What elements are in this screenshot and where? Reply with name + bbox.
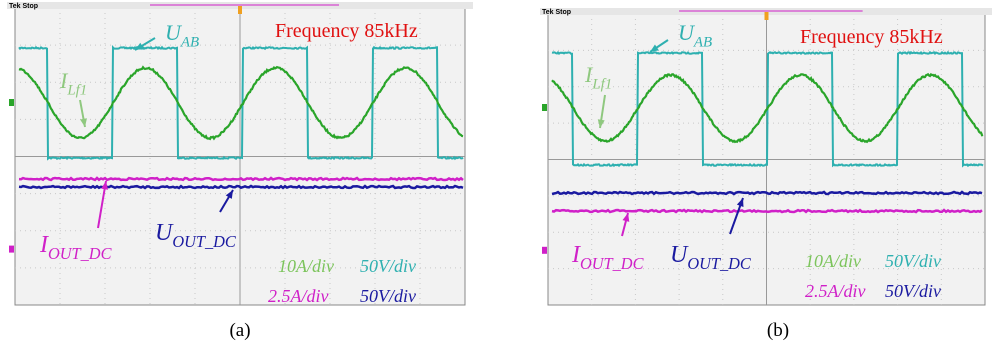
channel-marker [9, 246, 14, 253]
u-out-dc-label-symbol: U [155, 220, 174, 246]
u-ab-label-subscript: AB [180, 35, 199, 51]
frequency-label: Frequency 85kHz [800, 26, 943, 48]
scale-label: 10A/div [278, 256, 334, 276]
channel-marker [542, 247, 547, 254]
scale-label: 50V/div [360, 256, 416, 276]
scale-label: 10A/div [805, 251, 861, 271]
trigger-marker [238, 6, 242, 14]
caption: (b) [767, 320, 789, 341]
scale-label: 2.5A/div [268, 286, 329, 306]
dc-trace [552, 192, 982, 194]
caption: (a) [229, 320, 250, 341]
scale-label: 50V/div [885, 251, 941, 271]
scale-label: 50V/div [360, 286, 416, 306]
channel-marker [542, 104, 547, 111]
i-lf1-label-subscript: Lf1 [66, 83, 87, 99]
scale-label: 50V/div [885, 281, 941, 301]
trigger-marker [765, 12, 769, 20]
u-out-dc-label-subscript: OUT_DC [172, 232, 237, 251]
scale-label: 2.5A/div [805, 281, 866, 301]
channel-marker [9, 99, 14, 106]
u-out-dc-label-symbol: U [670, 242, 689, 268]
i-out-dc-label-subscript: OUT_DC [580, 254, 645, 273]
i-out-dc-label-subscript: OUT_DC [48, 244, 113, 263]
frequency-label: Frequency 85kHz [275, 20, 418, 42]
u-out-dc-label-subscript: OUT_DC [687, 254, 752, 273]
tek-stop: Tek Stop [9, 3, 38, 10]
i-lf1-label-subscript: Lf1 [591, 77, 612, 93]
figure: Tek StopUABFrequency 85kHzILf1IOUT_DCUOU… [0, 0, 992, 351]
tek-stop: Tek Stop [542, 9, 571, 16]
u-ab-label-subscript: AB [693, 35, 712, 51]
